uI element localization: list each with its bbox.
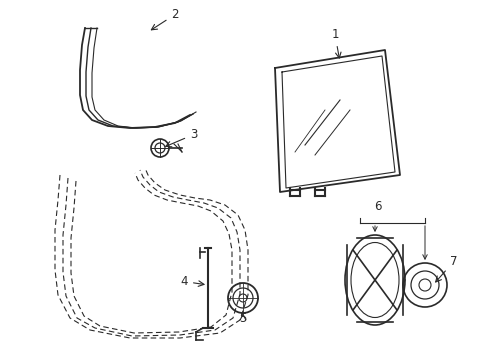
Text: 2: 2 <box>151 8 179 30</box>
Text: 3: 3 <box>165 128 197 147</box>
Text: 4: 4 <box>180 275 203 288</box>
Text: 1: 1 <box>330 28 340 58</box>
Text: 5: 5 <box>239 312 246 325</box>
Text: 7: 7 <box>435 255 457 282</box>
Text: 6: 6 <box>373 200 381 213</box>
